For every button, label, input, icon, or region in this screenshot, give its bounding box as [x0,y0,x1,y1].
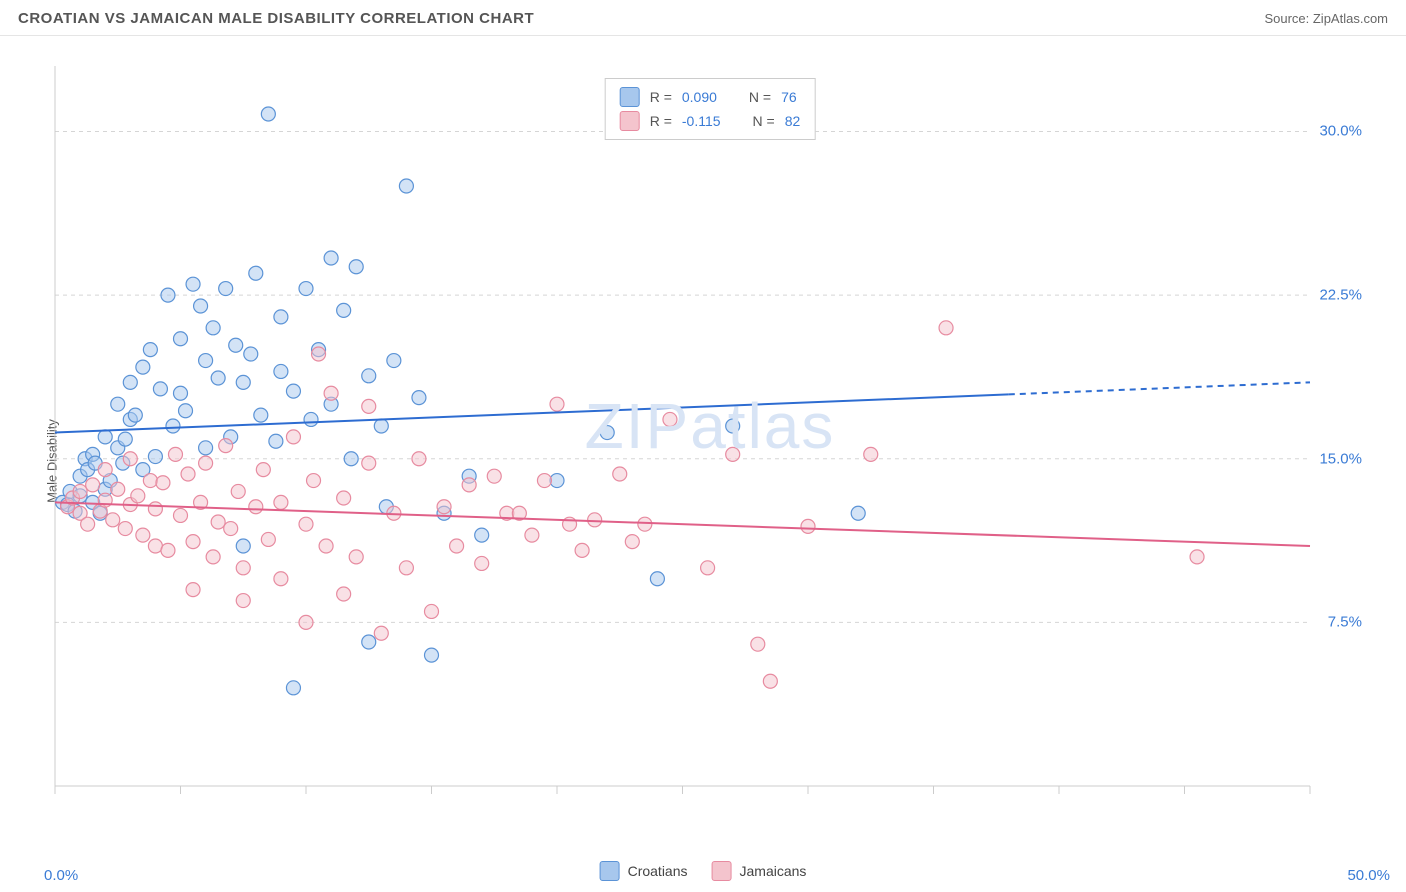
r-value-croatians: 0.090 [682,89,717,105]
x-min-label: 0.0% [44,867,78,884]
r-label: R = [650,89,672,105]
y-tick-label: 15.0% [1319,450,1362,467]
n-label: N = [753,113,775,129]
series-legend: Croatians Jamaicans [600,861,807,881]
legend-label-jamaicans: Jamaicans [740,863,807,879]
swatch-jamaicans [620,111,640,131]
scatter-plot: ZIPatlas R = 0.090 N = 76 R = -0.115 N =… [50,56,1370,826]
correlation-legend: R = 0.090 N = 76 R = -0.115 N = 82 [605,78,816,140]
y-tick-label: 30.0% [1319,123,1362,140]
n-label: N = [749,89,771,105]
y-tick-label: 7.5% [1328,614,1362,631]
plot-svg [50,56,1370,826]
swatch-croatians [620,87,640,107]
legend-row-jamaicans: R = -0.115 N = 82 [620,109,801,133]
chart-header: CROATIAN VS JAMAICAN MALE DISABILITY COR… [0,0,1406,36]
chart-area: Male Disability ZIPatlas R = 0.090 N = 7… [0,36,1406,886]
legend-item-jamaicans: Jamaicans [712,861,807,881]
chart-source: Source: ZipAtlas.com [1264,11,1388,26]
swatch-croatians [600,861,620,881]
legend-item-croatians: Croatians [600,861,688,881]
x-max-label: 50.0% [1347,867,1390,884]
legend-row-croatians: R = 0.090 N = 76 [620,85,801,109]
swatch-jamaicans [712,861,732,881]
r-value-jamaicans: -0.115 [682,113,721,129]
chart-title: CROATIAN VS JAMAICAN MALE DISABILITY COR… [18,10,534,27]
r-label: R = [650,113,672,129]
n-value-jamaicans: 82 [785,113,801,129]
n-value-croatians: 76 [781,89,797,105]
y-tick-label: 22.5% [1319,287,1362,304]
legend-label-croatians: Croatians [628,863,688,879]
